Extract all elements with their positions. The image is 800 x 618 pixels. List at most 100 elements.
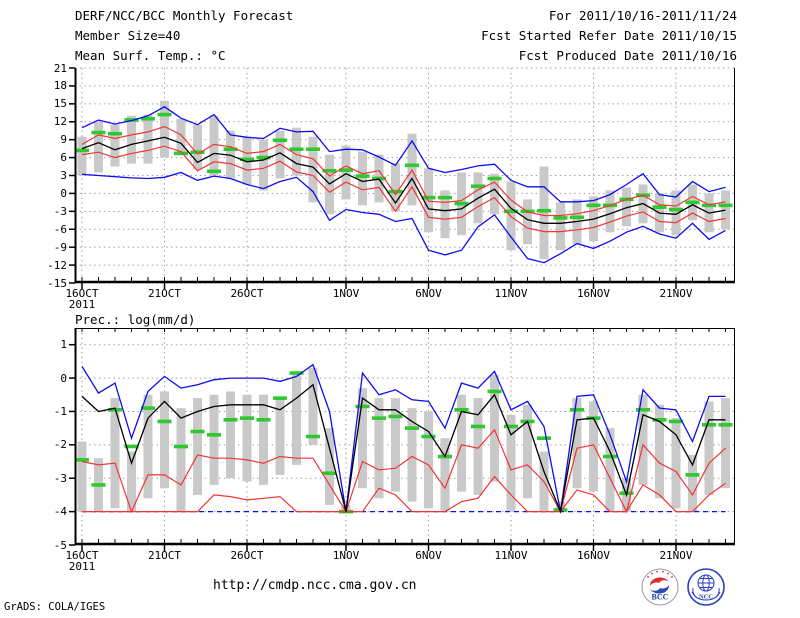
green-dash-marker (586, 203, 601, 208)
green-dash-marker (669, 207, 683, 212)
green-dash-marker (685, 473, 700, 477)
green-dash-marker (240, 157, 254, 162)
red-upper-line (81, 428, 726, 514)
spread-bar (77, 136, 87, 176)
spread-bar (490, 374, 499, 482)
spread-bar (127, 451, 136, 512)
green-dash-marker (289, 371, 304, 375)
green-dash-marker (636, 407, 650, 412)
green-dash-marker (471, 424, 485, 429)
spread-bar (688, 454, 697, 512)
green-dash-marker (372, 416, 386, 420)
page-title: DERF/NCC/BCC Monthly Forecast (75, 8, 294, 23)
member-size-label: Member Size=40 (75, 28, 181, 43)
spread-bar (275, 130, 285, 179)
green-dash-marker (141, 116, 155, 121)
x-tick-label: 16OCT (65, 287, 99, 300)
green-dash-marker (240, 416, 254, 420)
red-lower-line (81, 145, 726, 233)
green-dash-marker (685, 200, 700, 205)
green-dash-marker (108, 131, 122, 136)
y-tick-label: -12 (47, 258, 67, 272)
green-dash-marker (174, 151, 188, 156)
spread-bar (143, 114, 153, 164)
green-dash-marker (355, 404, 370, 409)
x-tick-label: 21OCT (147, 287, 182, 300)
green-dash-marker (174, 444, 188, 449)
x-tick-label: 11NOV (494, 549, 528, 562)
spread-bar (374, 398, 384, 499)
spread-bar (341, 145, 351, 200)
green-dash-marker (157, 419, 172, 424)
green-dash-marker (91, 483, 106, 487)
ncc-logo-text: NCC (699, 594, 713, 601)
y-tick-label: -9 (53, 240, 67, 254)
green-dash-marker (718, 203, 733, 208)
green-dash-marker (306, 434, 320, 439)
spread-bar (259, 394, 268, 485)
spread-bar (176, 118, 186, 155)
green-dash-marker (141, 406, 155, 410)
y-tick-label: 15 (53, 97, 67, 111)
refer-date-label: Fcst Started Refer Date 2011/10/15 (481, 28, 737, 43)
green-dash-marker (207, 169, 221, 174)
y-tick-label: 0 (60, 186, 67, 200)
temp-chart-title: Mean Surf. Temp.: °C (75, 48, 226, 63)
green-dash-marker (190, 150, 205, 155)
precip-chart-title: Prec.: log(mm/d) (75, 312, 196, 327)
spread-bar (721, 190, 730, 230)
spread-bar (556, 501, 565, 512)
green-dash-marker (652, 418, 667, 422)
green-dash-marker (339, 168, 353, 172)
spread-bar (605, 428, 615, 512)
ncc-globe-icon (691, 574, 721, 601)
ncc-logo: NCC (687, 568, 725, 606)
green-dash-marker (454, 201, 469, 206)
green-dash-marker (91, 130, 106, 135)
green-dash-marker (355, 174, 370, 178)
chart-plot-1 (69, 328, 735, 551)
spread-bar (589, 401, 598, 492)
red-lower-line (82, 475, 726, 513)
green-dash-marker (223, 147, 238, 152)
y-tick-label: 21 (53, 61, 67, 75)
green-dash-marker (157, 112, 172, 117)
spread-bar (226, 391, 235, 479)
mean-line (81, 383, 726, 514)
blue-upper-line (81, 363, 726, 512)
green-dash-marker (504, 424, 518, 429)
spread-bar (473, 398, 483, 495)
x-tick-label: 6NOV (415, 287, 442, 300)
x-tick-label: 21NOV (659, 549, 693, 562)
green-dash-marker (124, 444, 139, 449)
spread-bar (523, 404, 532, 499)
green-dash-marker (207, 433, 221, 437)
spread-bar (308, 368, 318, 445)
y-tick-label: -2 (53, 438, 67, 452)
spread-bar (391, 163, 400, 212)
spread-bar (110, 124, 120, 167)
spread-bar (523, 199, 532, 245)
green-dash-marker (190, 429, 205, 434)
spread-bar (160, 100, 169, 158)
spread-bar (440, 190, 450, 239)
spread-bar (721, 398, 730, 489)
green-dash-marker (256, 155, 271, 160)
mean-line (81, 136, 726, 224)
green-dash-marker (405, 163, 419, 168)
spread-bar (209, 115, 219, 176)
x-tick-label: 1NOV (332, 287, 360, 300)
spread-bar (143, 394, 153, 499)
green-dash-marker (421, 195, 436, 200)
green-dash-marker (322, 168, 337, 173)
green-dash-marker (537, 208, 551, 213)
spread-bar (671, 418, 681, 509)
green-dash-marker (570, 407, 584, 412)
green-dash-marker (273, 138, 287, 143)
spread-bar (77, 441, 87, 512)
green-dash-marker (603, 454, 617, 459)
y-tick-label: 12 (53, 115, 67, 129)
y-tick-label: -15 (47, 276, 67, 290)
green-dash-marker (289, 147, 304, 152)
